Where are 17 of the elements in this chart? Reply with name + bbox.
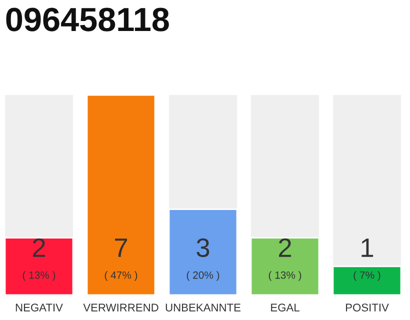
data-label: 3 <box>196 238 210 258</box>
x-tick-label: POSITIV <box>346 304 389 312</box>
annotation: ( 13% ) <box>22 271 56 281</box>
annotation: ( 7% ) <box>354 271 380 281</box>
bar <box>332 266 402 295</box>
annotation: ( 13% ) <box>268 271 302 281</box>
data-label: 2 <box>32 238 46 257</box>
annotation: ( 47% ) <box>104 271 138 281</box>
data-label: 1 <box>362 238 374 257</box>
data-label: 2 <box>278 238 292 257</box>
x-tick-label: EGAL <box>271 304 300 312</box>
x-tick-label: UNBEKANNTE <box>166 304 240 312</box>
chart-title: 096458118 <box>6 8 169 32</box>
x-tick-label: NEGATIV <box>16 304 63 312</box>
data-label: 7 <box>115 238 128 257</box>
annotation: ( 20% ) <box>186 271 220 281</box>
x-tick-label: VERWIRREND <box>83 304 158 312</box>
